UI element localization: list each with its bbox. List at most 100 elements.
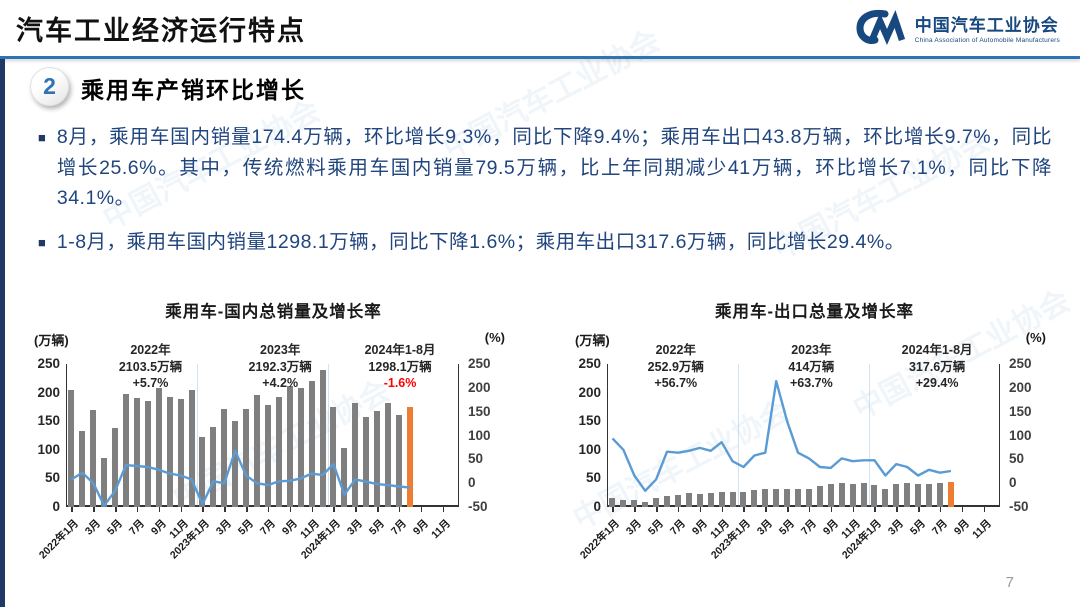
bullet-item: ■ 8月，乘用车国内销量174.4万辆，环比增长9.3%，同比下降9.4%；乘用… xyxy=(38,122,1052,214)
bar-month xyxy=(674,495,681,507)
bar-month xyxy=(286,385,293,507)
annotation-line: -1.6% xyxy=(383,376,417,390)
caam-logo-en: China Association of Automobile Manufact… xyxy=(914,36,1060,44)
annotation-line: +29.4% xyxy=(915,376,959,390)
year-separator-line xyxy=(328,364,329,507)
year-annotation: 2024年1-8月 317.6万辆 +29.4% xyxy=(857,342,1017,392)
bar-month xyxy=(297,388,304,507)
bar-month xyxy=(177,399,184,507)
right-axis-tick-label: 250 xyxy=(468,356,491,371)
annotation-line: 2103.5万辆 xyxy=(118,359,183,374)
x-axis-tick xyxy=(699,507,702,512)
year-separator-line xyxy=(869,364,870,507)
bar-month xyxy=(805,488,812,507)
bar-month xyxy=(860,482,867,507)
year-annotation: 2022年 252.9万辆 +56.7% xyxy=(596,342,756,392)
bar-month xyxy=(816,486,823,507)
bar-month xyxy=(642,501,649,507)
export-volume-chart: 乘用车-出口总量及增长率 (万辆) (%) 250 200 150 100 50 0 250… xyxy=(571,292,1058,561)
bar-month xyxy=(330,406,337,507)
annotation-line: 2024年1-8月 xyxy=(364,343,436,357)
left-axis-tick-label: 0 xyxy=(593,499,601,514)
x-axis-tick xyxy=(765,507,767,512)
right-axis-tick-label: 100 xyxy=(468,427,491,443)
left-axis-unit-label: (万辆) xyxy=(575,333,610,348)
x-axis-tick xyxy=(398,507,401,512)
bullet-marker: ■ xyxy=(38,130,46,145)
bar-month xyxy=(893,484,900,507)
plot-area xyxy=(66,364,459,507)
right-axis-tick-label: 250 xyxy=(1009,356,1032,371)
left-axis-tick-label: 200 xyxy=(578,384,601,400)
x-axis-tick xyxy=(896,507,898,512)
x-axis-tick xyxy=(808,507,811,512)
bar-month xyxy=(79,430,86,507)
annotation-line: 1298.1万辆 xyxy=(368,359,432,374)
x-axis-tick xyxy=(202,507,204,512)
bar-month xyxy=(784,489,791,507)
page-title: 汽车工业经济运行特点 xyxy=(16,16,306,46)
caam-logo-text: 中国汽车工业协会 China Association of Automobile… xyxy=(915,11,1060,44)
x-axis-tick xyxy=(224,507,226,512)
caam-logo-zh: 中国汽车工业协会 xyxy=(914,15,1059,35)
bar-month xyxy=(882,489,889,507)
bar-month xyxy=(254,394,261,507)
x-axis-tick xyxy=(442,507,445,512)
bar-current-month xyxy=(406,407,413,507)
left-accent-strip xyxy=(0,59,5,607)
x-axis-tick xyxy=(93,507,95,512)
bar-month xyxy=(144,401,151,507)
x-axis-tick xyxy=(656,507,658,512)
bullet-marker: ■ xyxy=(38,234,46,250)
x-axis-tick xyxy=(743,507,745,512)
bar-month xyxy=(718,492,725,507)
bar-month xyxy=(155,388,162,507)
right-axis-tick-label: 0 xyxy=(1009,475,1017,491)
bar-month xyxy=(609,498,616,507)
x-axis-tick xyxy=(939,507,942,512)
left-axis-tick-label: 150 xyxy=(578,413,601,429)
year-annotation: 2023年 2192.3万辆 +4.2% xyxy=(200,342,360,392)
x-axis-tick xyxy=(71,507,73,512)
right-axis-tick-label: 50 xyxy=(468,451,484,467)
domestic-sales-chart: 乘用车-国内总销量及增长率 (万辆) (%) 250 200 150 100 50 0 25… xyxy=(30,292,517,561)
x-axis-tick xyxy=(377,507,379,512)
bar-month xyxy=(936,482,943,507)
x-axis-tick xyxy=(136,507,139,512)
page-number: 7 xyxy=(1005,574,1014,591)
right-axis-tick-label: -50 xyxy=(1009,499,1029,514)
bar-month xyxy=(188,389,195,507)
annotation-line: 2023年 xyxy=(260,343,301,357)
bar-month xyxy=(620,500,627,507)
right-axis-tick-label: 200 xyxy=(1009,379,1032,395)
bar-month xyxy=(112,428,119,507)
year-annotation: 2023年 414万辆 +63.7% xyxy=(731,342,891,392)
bar-month xyxy=(740,491,747,507)
bar-month xyxy=(653,498,660,507)
right-axis-tick-label: 100 xyxy=(1009,427,1032,443)
bar-month xyxy=(363,417,370,507)
bar-month xyxy=(827,484,834,507)
bar-month xyxy=(199,437,206,507)
bar-month xyxy=(707,492,714,507)
right-axis-tick-label: -50 xyxy=(468,499,488,514)
x-axis-tick xyxy=(852,507,855,512)
bar-month xyxy=(762,489,769,507)
x-axis-tick xyxy=(983,507,986,512)
right-axis-tick-label: 150 xyxy=(468,403,491,419)
annotation-line: 317.6万辆 xyxy=(908,359,966,374)
bar-month xyxy=(133,398,140,507)
chart-plot: (万辆) (%) 250 200 150 100 50 0 250 200 150 100 50 0 -… xyxy=(34,330,505,561)
bullet-text: 8月，乘用车国内销量174.4万辆，环比增长9.3%，同比下降9.4%；乘用车出… xyxy=(56,126,1052,210)
bar-month xyxy=(631,500,638,507)
x-axis-tick xyxy=(918,507,920,512)
x-axis-tick xyxy=(721,507,724,512)
bar-month xyxy=(795,489,802,507)
bar-month xyxy=(849,483,856,507)
bar-month xyxy=(915,484,922,507)
x-axis-tick xyxy=(961,507,964,512)
x-axis-tick xyxy=(246,507,248,512)
x-axis-tick xyxy=(311,507,314,512)
right-axis-tick-label: 200 xyxy=(468,379,491,395)
